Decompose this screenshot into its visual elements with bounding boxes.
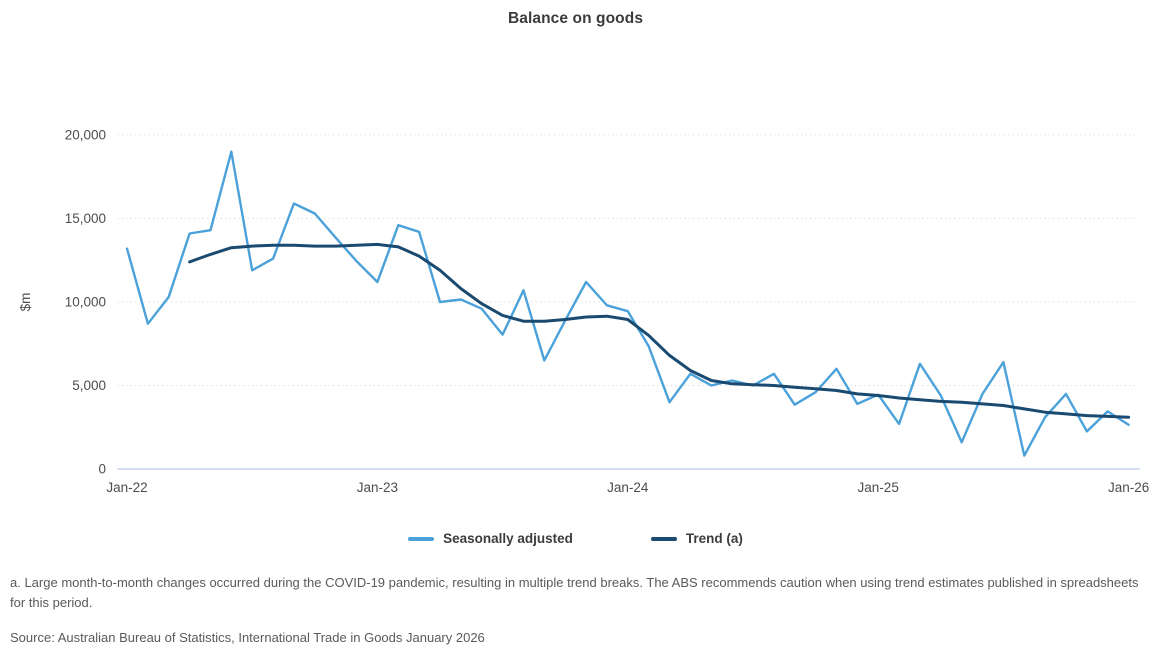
y-tick-label: 5,000 <box>72 378 106 393</box>
trend-swatch-icon <box>650 536 677 541</box>
y-axis-title: $m <box>18 293 33 312</box>
y-tick-label: 20,000 <box>65 128 106 143</box>
balance-on-goods-chart: 0 5,000 10,000 15,000 20,000 $m Jan-22 Jan-23 Ja… <box>18 128 1149 496</box>
y-tick-label: 10,000 <box>65 295 106 310</box>
footnote-text: a. Large month-to-month changes occurred… <box>10 575 1139 610</box>
x-tick-label: Jan-23 <box>357 480 398 495</box>
seasonally-adjusted-line <box>125 150 1130 457</box>
source-text: Source: Australian Bureau of Statistics,… <box>10 630 485 645</box>
x-tick-label: Jan-22 <box>106 480 147 495</box>
y-tick-label: 0 <box>98 462 106 477</box>
y-tick-label: 15,000 <box>65 211 106 226</box>
chart-title: Balance on goods <box>507 10 644 27</box>
x-tick-label: Jan-26 <box>1108 480 1149 495</box>
legend-item-trend[interactable]: Trend (a) <box>650 531 743 546</box>
legend-label-trend: Trend (a) <box>685 531 743 546</box>
legend-label-seasonally-adjusted: Seasonally adjusted <box>443 531 573 546</box>
trend-line <box>188 242 1131 419</box>
seasonally-adjusted-swatch-icon <box>408 536 435 541</box>
chart-legend: Seasonally adjusted Trend (a) <box>0 531 1151 546</box>
x-tick-label: Jan-25 <box>858 480 899 495</box>
legend-item-seasonally-adjusted[interactable]: Seasonally adjusted <box>408 531 573 546</box>
x-tick-label: Jan-24 <box>607 480 649 495</box>
